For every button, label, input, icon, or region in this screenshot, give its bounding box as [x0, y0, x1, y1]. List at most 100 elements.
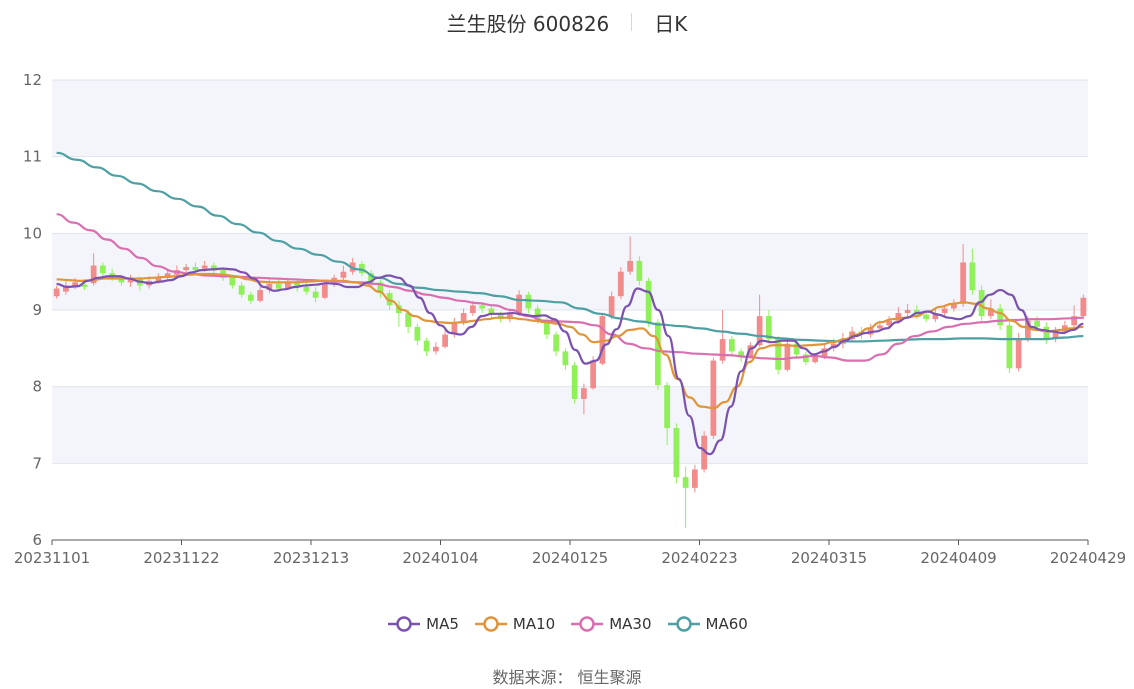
candle[interactable]	[729, 336, 735, 356]
candle-body	[164, 273, 171, 278]
candle-body	[275, 283, 282, 289]
candle[interactable]	[738, 348, 744, 363]
candle-body	[682, 477, 689, 488]
candle[interactable]	[257, 287, 263, 303]
candle[interactable]	[359, 260, 365, 277]
candle[interactable]	[553, 331, 559, 356]
candle[interactable]	[775, 336, 781, 375]
candle[interactable]	[784, 339, 791, 372]
candle[interactable]	[1043, 322, 1050, 344]
candle-body	[368, 273, 374, 283]
candle-body	[340, 271, 347, 278]
legend-marker-icon	[388, 616, 421, 632]
candle[interactable]	[923, 311, 929, 323]
candle[interactable]	[960, 244, 966, 307]
candle[interactable]	[710, 357, 717, 439]
candle[interactable]	[238, 282, 245, 298]
candle[interactable]	[100, 262, 106, 277]
candle[interactable]	[442, 329, 448, 349]
candle-body	[766, 316, 772, 340]
candle[interactable]	[682, 466, 689, 528]
candle[interactable]	[664, 382, 670, 445]
candle-body	[969, 262, 976, 291]
candle[interactable]	[618, 267, 624, 300]
candle-body	[423, 340, 430, 352]
legend-item-ma5[interactable]: MA5	[386, 615, 459, 633]
candle-body	[553, 334, 559, 352]
legend-marker-icon	[667, 616, 700, 632]
candle[interactable]	[248, 291, 254, 304]
candle[interactable]	[488, 305, 495, 320]
candle[interactable]	[627, 236, 633, 275]
data-source: 数据来源： 恒生聚源	[492, 668, 642, 687]
legend-label: MA5	[426, 615, 459, 633]
candle[interactable]	[645, 277, 652, 327]
period-label[interactable]: 日K	[654, 11, 688, 36]
candle-body	[470, 305, 476, 314]
candle-body	[211, 265, 217, 271]
candle-body	[673, 428, 680, 478]
candle[interactable]	[571, 362, 578, 404]
candle-body	[692, 469, 698, 488]
candle[interactable]	[636, 256, 643, 286]
candle-body	[1080, 297, 1087, 317]
candle[interactable]	[978, 285, 985, 321]
candle-body	[710, 360, 717, 436]
candle-body	[433, 346, 439, 352]
candle-body	[988, 308, 994, 317]
candle-body	[359, 264, 365, 274]
candle[interactable]	[127, 274, 134, 287]
candle[interactable]	[377, 279, 384, 298]
candle-body	[941, 308, 948, 314]
candle[interactable]	[766, 310, 772, 344]
candle[interactable]	[562, 348, 569, 370]
candle-body	[618, 271, 624, 297]
candle[interactable]	[581, 383, 587, 415]
candle[interactable]	[525, 291, 532, 314]
candle[interactable]	[53, 285, 60, 299]
candle-body	[544, 320, 550, 335]
candle-body	[183, 267, 189, 271]
candle[interactable]	[904, 303, 911, 318]
candle-body	[460, 313, 467, 323]
candle[interactable]	[423, 337, 430, 356]
candle[interactable]	[673, 423, 680, 484]
candle[interactable]	[433, 342, 439, 355]
candle[interactable]	[932, 308, 939, 323]
candle[interactable]	[1006, 320, 1013, 373]
candle[interactable]	[692, 464, 698, 493]
candle[interactable]	[312, 287, 319, 303]
candle-body	[257, 290, 263, 301]
candle-body	[488, 308, 495, 315]
candle[interactable]	[997, 303, 1003, 330]
candle[interactable]	[414, 323, 421, 346]
candle[interactable]	[969, 248, 976, 295]
y-tick-label: 12	[23, 71, 42, 89]
candle[interactable]	[803, 351, 809, 366]
candle[interactable]	[655, 319, 661, 390]
candle-body	[701, 435, 707, 470]
candle-body	[608, 296, 615, 317]
candle[interactable]	[756, 294, 763, 347]
candle[interactable]	[340, 265, 347, 281]
candle-body	[322, 283, 328, 298]
candle[interactable]	[951, 299, 957, 312]
candle[interactable]	[1080, 294, 1087, 320]
candle-body	[932, 313, 939, 320]
legend-item-ma30[interactable]: MA30	[569, 615, 652, 633]
candle-body	[507, 313, 513, 320]
candle[interactable]	[211, 262, 217, 274]
legend-item-ma10[interactable]: MA10	[473, 615, 555, 633]
x-tick-label: 20240125	[532, 549, 608, 567]
candle[interactable]	[1071, 305, 1077, 329]
y-tick-label: 8	[32, 378, 42, 396]
candle[interactable]	[608, 291, 615, 320]
background-bands	[52, 80, 1088, 464]
legend-item-ma60[interactable]: MA60	[666, 615, 748, 633]
candle-body	[377, 282, 384, 294]
candle-body	[451, 322, 458, 335]
candle-body	[904, 310, 911, 314]
candle-body	[127, 279, 134, 283]
x-tick-label: 20240315	[791, 549, 867, 567]
candle-body	[285, 282, 291, 289]
